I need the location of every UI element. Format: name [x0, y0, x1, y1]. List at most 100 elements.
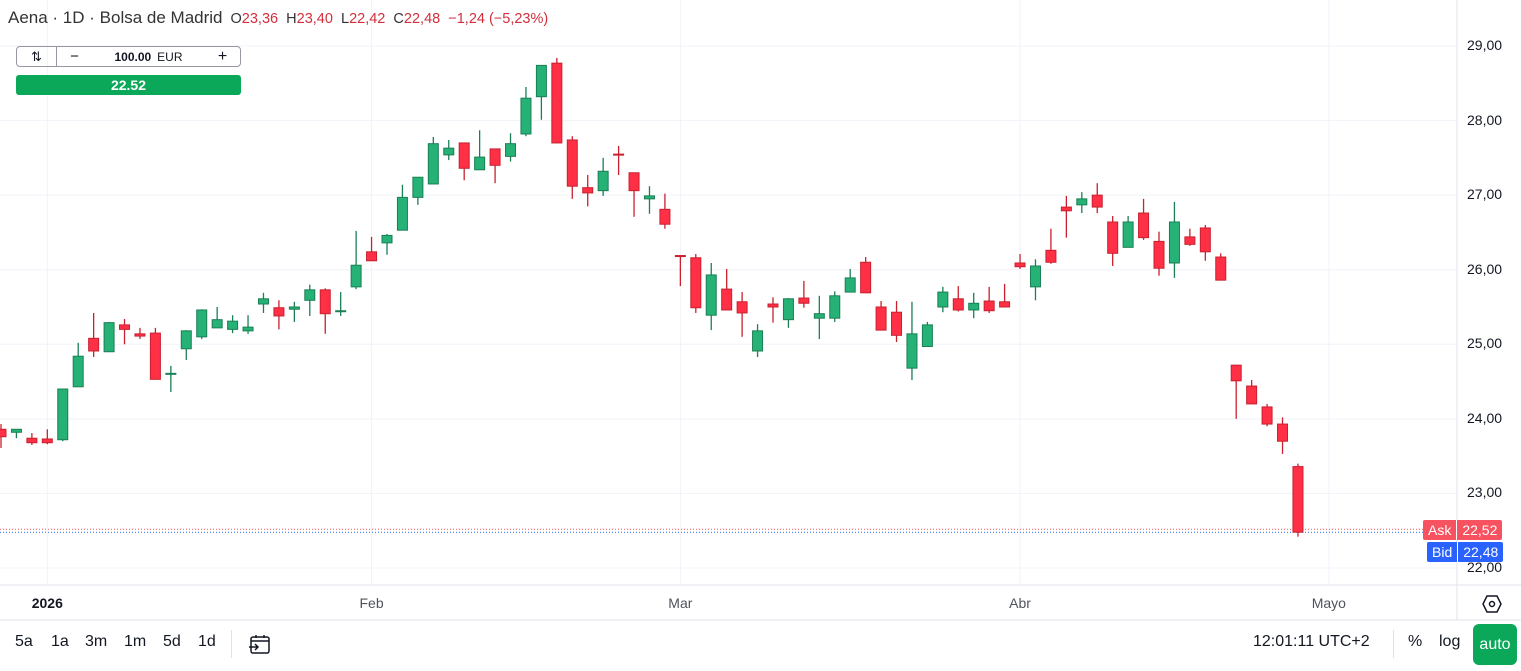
symbol-title: Aena · 1D · Bolsa de Madrid [8, 8, 223, 27]
log-scale-toggle[interactable]: log [1439, 633, 1461, 650]
candle-body [551, 62, 563, 144]
candle-body [690, 257, 702, 309]
candle-body [119, 324, 131, 330]
candle-body [165, 372, 177, 375]
candle-body [875, 306, 887, 331]
candle-body [72, 355, 84, 388]
range-button-1m[interactable]: 1m [124, 633, 147, 650]
candle-body [983, 300, 995, 312]
candle-body [134, 333, 146, 337]
candle-body [952, 298, 964, 311]
candle-body [1199, 227, 1211, 253]
open-value: 23,36 [241, 11, 279, 27]
candle-body [1076, 198, 1088, 206]
candle-body [535, 64, 547, 98]
calendar-goto-icon[interactable] [248, 632, 272, 661]
candle-body [381, 234, 393, 244]
candle-body [319, 289, 331, 315]
candle-body [427, 143, 439, 185]
candle-body [211, 319, 223, 329]
range-button-3m[interactable]: 3m [85, 633, 108, 650]
candle-body [458, 142, 470, 169]
quantity-field[interactable]: 100.00 EUR [114, 49, 183, 64]
clock-timezone[interactable]: 12:01:11 UTC+2 [1253, 633, 1370, 650]
candle-body [582, 187, 594, 194]
candle-body [891, 311, 903, 336]
candle-body [968, 302, 980, 311]
y-tick-label: 25,00 [1467, 335, 1503, 352]
candle-body [1014, 262, 1026, 268]
candle-body [674, 255, 686, 258]
candle-body [474, 156, 486, 171]
candle-body [1060, 206, 1072, 212]
candle-body [180, 330, 192, 350]
candle-body [1107, 221, 1119, 254]
candle-body [103, 322, 115, 353]
candle-body [1091, 194, 1103, 208]
candle-body [88, 337, 100, 352]
candle-body [227, 320, 239, 330]
x-tick-label: Mayo [1311, 595, 1346, 611]
y-tick-label: 27,00 [1467, 186, 1503, 203]
x-tick-label: Feb [359, 595, 384, 611]
candle-body [844, 277, 856, 293]
range-button-5a[interactable]: 5a [15, 633, 33, 650]
candle-body [396, 196, 408, 231]
low-value: 22,42 [349, 11, 386, 27]
candle-body [736, 301, 748, 314]
candle-body [1246, 385, 1258, 405]
order-quantity-widget: ⇅ − 100.00 EUR + [16, 46, 241, 67]
candle-body [1122, 221, 1134, 248]
candle-body [489, 148, 501, 166]
x-tick-label: Mar [668, 595, 693, 611]
candle-body [782, 298, 794, 321]
candle-body [149, 332, 161, 380]
y-tick-label: 29,00 [1467, 37, 1503, 53]
candle-body [999, 301, 1011, 308]
candle-body [242, 326, 254, 332]
candle-body [366, 251, 378, 262]
range-button-1d[interactable]: 1d [198, 633, 216, 650]
increase-quantity-button[interactable]: + [217, 47, 228, 65]
range-button-1a[interactable]: 1a [51, 633, 69, 650]
candle-body [443, 147, 455, 156]
change-value: −1,24 (−5,23%) [448, 11, 549, 27]
candle-body [1153, 240, 1165, 269]
candle-body [257, 298, 269, 305]
decrease-quantity-button[interactable]: − [70, 48, 79, 65]
candle-body [196, 309, 208, 338]
candle-body [937, 291, 949, 308]
x-tick-label: Abr [1009, 595, 1031, 611]
candle-body [813, 313, 825, 319]
range-button-5d[interactable]: 5d [163, 633, 181, 650]
candle-body [613, 153, 625, 156]
candle-body [1230, 364, 1242, 382]
candle-body [1292, 466, 1304, 533]
bid-price-tag: Bid 22,48 [1427, 542, 1504, 562]
ask-price-tag: Ask 22,52 [1423, 520, 1503, 540]
auto-scale-toggle[interactable]: auto [1473, 624, 1517, 665]
candle-body [906, 333, 918, 369]
buy-button[interactable]: 22.52 [16, 75, 241, 95]
candle-body [335, 310, 347, 313]
candle-body [829, 295, 841, 319]
candle-body [752, 330, 764, 352]
candle-body [1029, 265, 1041, 288]
candle-body [26, 437, 38, 444]
candle-body [1261, 406, 1273, 425]
candle-body [505, 143, 517, 157]
candle-body [860, 261, 872, 294]
candle-body [659, 208, 671, 225]
percent-scale-toggle[interactable]: % [1408, 633, 1423, 650]
candle-body [798, 297, 810, 304]
x-tick-label: 2026 [31, 595, 63, 611]
ohlc-values: O23,36 H23,40 L22,42 C22,48 −1,24 (−5,23… [230, 11, 549, 27]
candle-body [643, 195, 655, 200]
candle-body [1138, 212, 1150, 239]
settings-hexagon-icon[interactable] [1482, 594, 1502, 619]
symbol-legend: Aena · 1D · Bolsa de Madrid O23,36 H23,4… [8, 8, 548, 28]
candle-body [921, 324, 933, 348]
swap-icon[interactable]: ⇅ [17, 47, 57, 66]
y-tick-label: 28,00 [1467, 111, 1503, 128]
